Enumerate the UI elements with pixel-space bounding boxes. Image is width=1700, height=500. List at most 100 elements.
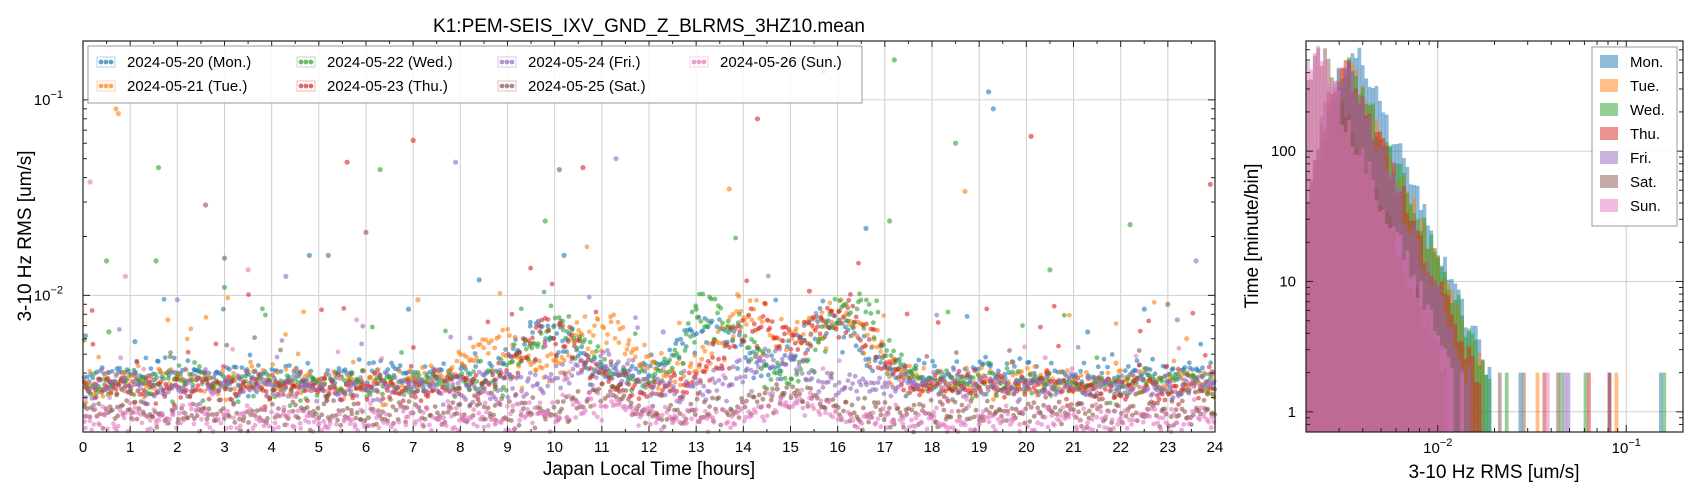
- data-point: [716, 340, 721, 346]
- data-point: [375, 412, 381, 418]
- data-point: [991, 397, 996, 402]
- data-point: [242, 410, 247, 416]
- data-point: [1042, 382, 1048, 387]
- data-point: [99, 367, 104, 372]
- data-point: [710, 415, 716, 421]
- data-point: [560, 338, 565, 344]
- data-point: [870, 410, 876, 416]
- legend-marker-dot: [499, 59, 505, 65]
- x-tick-label: 9: [503, 439, 511, 456]
- histogram-bar: [1542, 372, 1547, 432]
- data-point: [662, 404, 668, 410]
- data-point: [530, 420, 535, 426]
- data-point: [569, 373, 575, 378]
- data-point: [1118, 411, 1124, 416]
- data-point: [407, 368, 413, 374]
- data-point: [993, 374, 998, 380]
- data-point: [587, 390, 592, 395]
- data-point: [485, 405, 491, 411]
- data-point: [453, 405, 459, 411]
- data-point: [635, 378, 641, 384]
- legend-marker: [497, 80, 517, 92]
- data-point: [293, 394, 299, 399]
- data-point: [858, 297, 864, 303]
- scatter-x-axis-label: Japan Local Time [hours]: [543, 459, 755, 480]
- data-point: [1074, 427, 1080, 432]
- histogram-bar: [1360, 148, 1365, 432]
- data-point: [970, 375, 976, 381]
- data-point: [1052, 422, 1057, 428]
- data-point: [448, 334, 454, 340]
- histogram-bar: [1453, 347, 1458, 432]
- data-point: [519, 409, 524, 415]
- data-point: [263, 420, 269, 426]
- data-point: [148, 426, 154, 432]
- data-point: [728, 325, 734, 331]
- data-point: [590, 333, 596, 338]
- data-point: [532, 425, 538, 431]
- legend-marker-dot: [499, 83, 505, 89]
- data-point: [626, 397, 631, 402]
- data-point: [866, 419, 871, 425]
- data-point: [355, 401, 361, 406]
- outlier-point: [344, 159, 350, 165]
- histogram-bar: [1357, 154, 1362, 432]
- data-point: [1124, 425, 1130, 431]
- data-point: [671, 384, 676, 390]
- legend-marker-dot: [504, 59, 510, 65]
- data-point: [805, 347, 811, 353]
- data-point: [508, 418, 514, 423]
- data-point: [396, 419, 402, 425]
- outlier-point: [660, 329, 666, 335]
- data-point: [102, 412, 108, 418]
- data-point: [432, 404, 438, 409]
- outlier-point: [174, 297, 180, 303]
- data-point: [797, 334, 803, 340]
- data-point: [870, 368, 875, 374]
- data-point: [1105, 426, 1111, 431]
- data-point: [1009, 360, 1015, 366]
- data-point: [464, 354, 470, 360]
- data-point: [1167, 382, 1172, 387]
- data-point: [1017, 422, 1023, 427]
- data-point: [128, 384, 134, 390]
- data-point: [497, 367, 503, 373]
- data-point: [439, 422, 445, 428]
- data-point: [323, 393, 328, 399]
- data-point: [1108, 387, 1114, 393]
- data-point: [301, 309, 306, 315]
- data-point: [762, 346, 768, 352]
- data-point: [1109, 352, 1115, 357]
- data-point: [920, 403, 926, 409]
- data-point: [464, 419, 470, 425]
- data-point: [454, 411, 460, 416]
- data-point: [345, 372, 350, 378]
- data-point: [395, 384, 400, 390]
- data-point: [504, 362, 510, 368]
- data-point: [860, 376, 866, 382]
- data-point: [397, 363, 403, 369]
- data-point: [728, 425, 734, 430]
- data-point: [957, 414, 962, 419]
- data-point: [813, 328, 818, 333]
- data-point: [820, 318, 826, 324]
- data-point: [886, 338, 892, 343]
- data-point: [895, 384, 901, 390]
- y-tick-label: 10−2: [34, 284, 63, 304]
- data-point: [836, 317, 842, 323]
- data-point: [1088, 382, 1094, 388]
- data-point: [327, 421, 333, 427]
- data-point: [326, 391, 332, 397]
- data-point: [807, 390, 813, 396]
- data-point: [1081, 406, 1086, 412]
- data-point: [791, 357, 797, 362]
- data-point: [195, 383, 201, 389]
- data-point: [118, 386, 124, 391]
- data-point: [822, 334, 828, 340]
- outlier-point: [990, 106, 996, 112]
- data-point: [1067, 407, 1073, 413]
- legend-marker-frame: [296, 56, 316, 68]
- data-point: [634, 346, 639, 351]
- data-point: [792, 340, 798, 346]
- data-point: [476, 391, 482, 396]
